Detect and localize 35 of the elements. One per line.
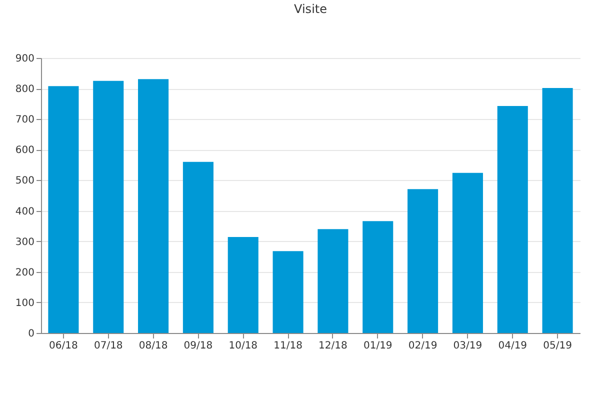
x-tick-label: 05/19 — [543, 340, 572, 352]
x-tick-label: 08/18 — [138, 340, 168, 352]
x-tick-label: 10/18 — [228, 340, 258, 352]
x-tick-label: 06/18 — [49, 340, 78, 352]
x-tick-label: 03/19 — [453, 340, 482, 352]
chart-title: Visite — [294, 2, 327, 16]
bar — [362, 221, 394, 333]
bar — [138, 79, 169, 333]
y-tick-label: 100 — [15, 298, 34, 309]
bar — [497, 106, 528, 333]
bar — [228, 237, 258, 333]
y-tick-label: 0 — [28, 328, 34, 340]
y-tick-label: 600 — [15, 145, 34, 156]
x-tick-label: 04/19 — [498, 340, 528, 352]
bar — [272, 251, 304, 333]
y-tick-label: 200 — [15, 267, 34, 278]
y-tick-label: 900 — [15, 54, 34, 64]
bar — [408, 189, 438, 333]
x-tick-label: 01/19 — [363, 340, 392, 352]
bar — [542, 88, 573, 333]
x-tick-label: 12/18 — [318, 340, 348, 352]
y-tick-label: 400 — [15, 206, 34, 218]
bar — [93, 80, 124, 333]
x-tick-label: 02/19 — [408, 340, 438, 352]
y-tick-label: 800 — [15, 84, 34, 96]
x-tick-label: 07/18 — [94, 340, 123, 352]
x-tick-label: 11/18 — [274, 340, 302, 352]
y-tick-label: 300 — [15, 236, 34, 248]
x-tick-label: 09/18 — [184, 340, 213, 352]
y-tick-label: 500 — [15, 176, 34, 187]
bar — [182, 162, 214, 333]
bar — [48, 86, 79, 333]
bar — [452, 172, 483, 333]
y-tick-label: 700 — [15, 114, 34, 126]
bar — [318, 229, 348, 333]
